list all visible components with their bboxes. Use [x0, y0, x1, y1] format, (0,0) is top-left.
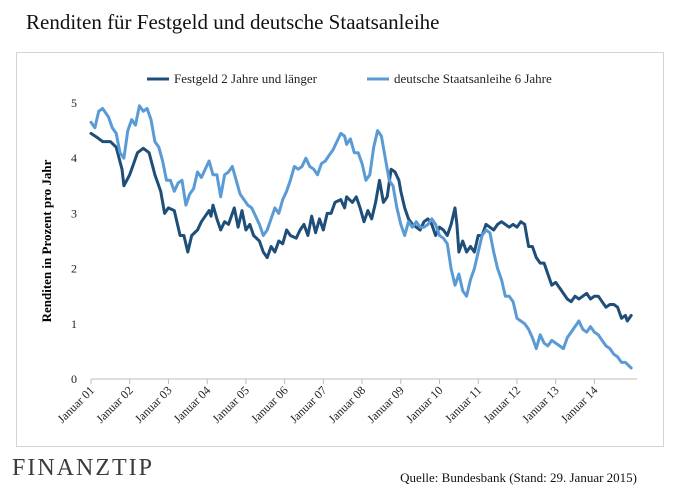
y-tick-label: 3: [71, 206, 77, 220]
source-note: Quelle: Bundesbank (Stand: 29. Januar 20…: [400, 470, 637, 485]
line-chart: Festgeld 2 Jahre und länger deutsche Staa…: [39, 71, 637, 426]
x-tick-label: Januar 10: [403, 383, 446, 426]
legend: Festgeld 2 Jahre und länger deutsche Staa…: [147, 71, 552, 86]
x-tick-label: Januar 02: [93, 383, 136, 426]
y-tick-label: 4: [71, 151, 77, 165]
series-line-staatsanleihe: [89, 104, 633, 370]
y-tick-label: 5: [71, 96, 77, 110]
x-tick-label: Januar 13: [519, 383, 562, 426]
y-tick-label: 1: [71, 317, 77, 331]
x-tick-label: Januar 01: [54, 383, 97, 426]
x-tick-label: Januar 04: [171, 383, 214, 426]
x-tick-label: Januar 05: [209, 383, 252, 426]
series-group: [89, 104, 633, 370]
x-tick-label: Januar 03: [132, 383, 175, 426]
x-tick-label: Januar 09: [364, 383, 407, 426]
series-line-festgeld: [89, 131, 633, 323]
axes: Renditen in Prozent pro Jahr 0 1 2 3 4 5 Januar…: [39, 96, 637, 426]
legend-label: Festgeld 2 Jahre und länger: [174, 71, 318, 86]
x-tick-label: Januar 08: [326, 383, 369, 426]
x-tick-label: Januar 06: [248, 383, 291, 426]
x-tick-label: Januar 07: [287, 383, 330, 426]
legend-label: deutsche Staatsanleihe 6 Jahre: [394, 71, 552, 86]
y-tick-label: 2: [71, 262, 77, 276]
y-axis-label: Renditen in Prozent pro Jahr: [39, 159, 54, 322]
finanztip-logo: FINANZTIP: [12, 455, 154, 481]
chart-title: Renditen für Festgeld und deutsche Staat…: [26, 10, 440, 34]
x-tick-label: Januar 11: [442, 383, 484, 425]
x-tick-label: Januar 14: [558, 383, 601, 426]
y-tick-label: 0: [71, 372, 77, 386]
chart-panel: Festgeld 2 Jahre und länger deutsche Staa…: [16, 52, 664, 447]
x-tick-label: Januar 12: [480, 383, 523, 426]
